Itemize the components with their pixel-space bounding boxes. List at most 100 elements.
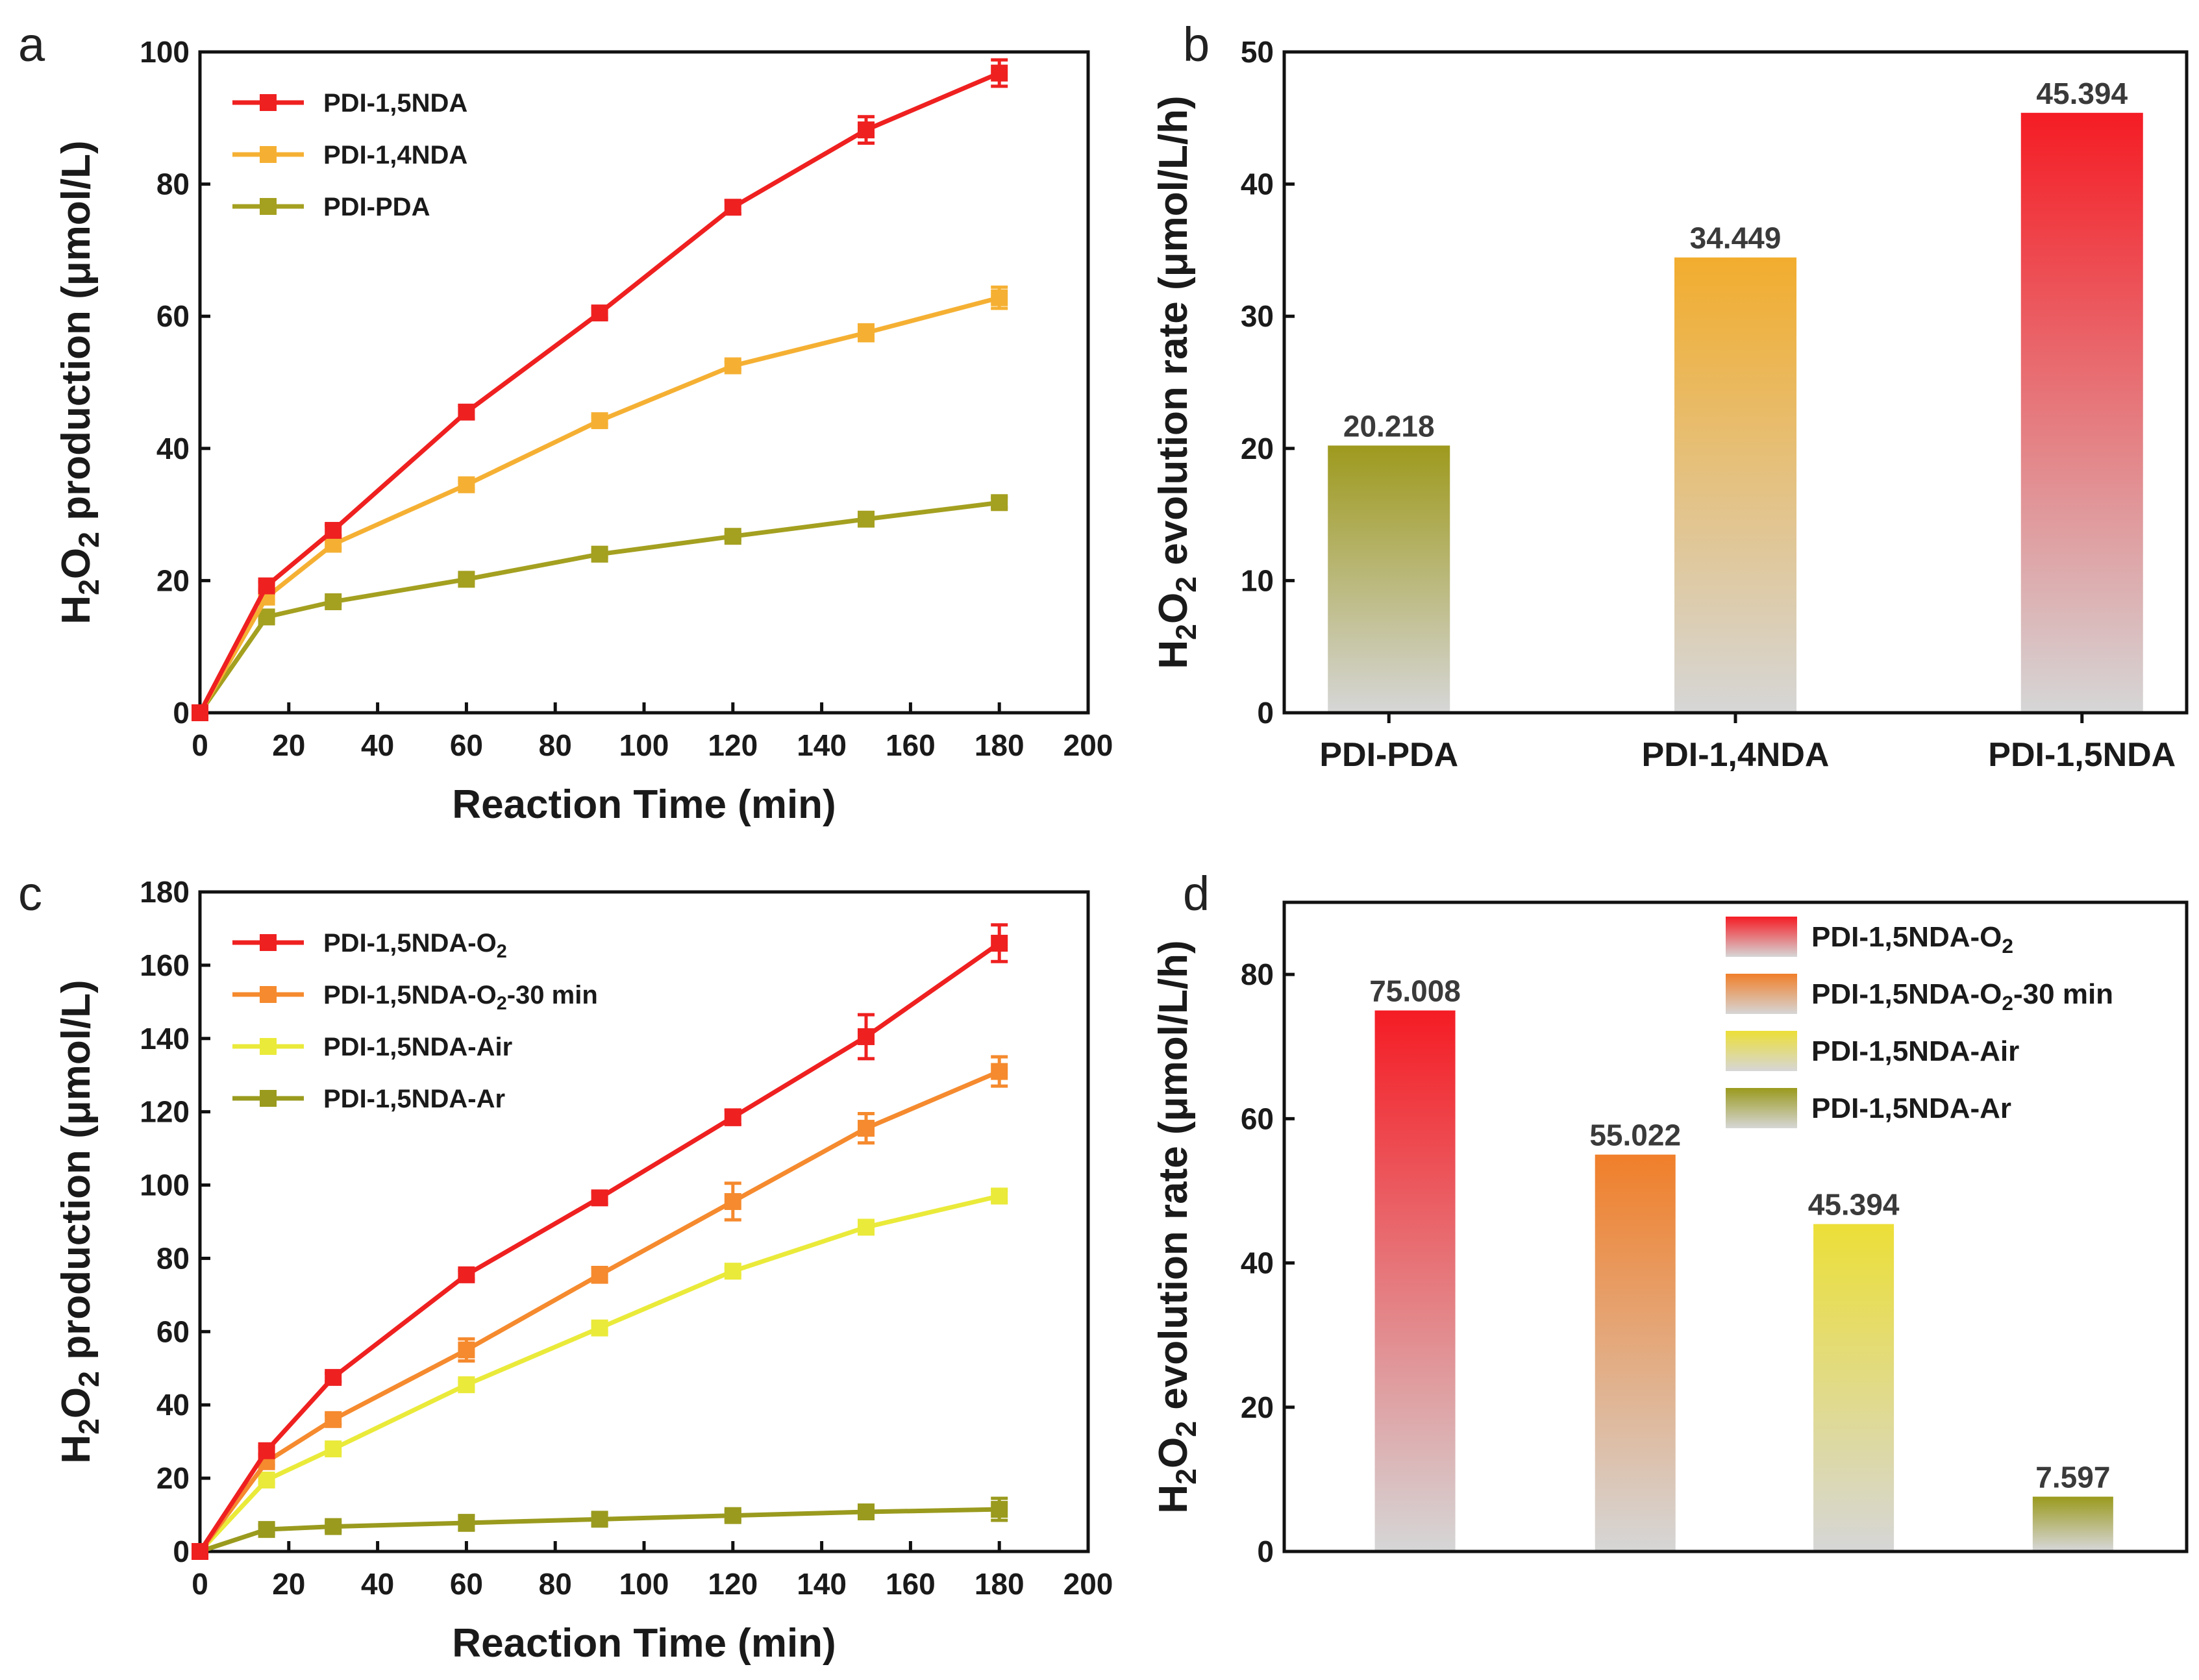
panel-d-legend-swatch: [1726, 917, 1797, 957]
panel-b-ytick-label: 50: [1241, 35, 1274, 69]
panel-c-data-point: [991, 1501, 1008, 1518]
panel-b-ytick-label: 20: [1241, 432, 1274, 465]
panel-d-chart: 0 20 40 60 80 H2O2 evolution rate (μmol/L/h) 7…: [1151, 900, 2189, 1568]
panel-c-ytick-label: 160: [140, 948, 190, 982]
panel-c-chart: 0 20 40 60 80 100 120 140 160 180 H2O2 production …: [54, 875, 1113, 1666]
panel-c-data-point: [591, 1189, 608, 1207]
panel-a-legend-marker: [260, 198, 277, 215]
panel-a-data-point: [458, 476, 475, 493]
panel-d-legend: PDI-1,5NDA-O2 PDI-1,5NDA-O2-30 min PDI-1,5…: [1726, 917, 2113, 1128]
panel-a-ytick-label: 80: [156, 167, 190, 201]
panel-d-ytick-label: 80: [1241, 957, 1274, 991]
panel-a-xtick-label: 20: [272, 728, 305, 762]
panel-a-xtick-label: 80: [539, 728, 572, 762]
panel-c-ytick-label: 40: [156, 1388, 190, 1422]
panel-b-category-label: PDI-PDA: [1319, 736, 1458, 774]
panel-c-data-point: [858, 1218, 875, 1236]
panel-a-data-point: [325, 593, 342, 610]
panel-c-ytick-label: 140: [140, 1022, 190, 1056]
panel-a-xtick-label: 0: [192, 728, 208, 762]
panel-c-ytick-label: 0: [173, 1535, 190, 1568]
panel-a-xtick-label: 180: [975, 728, 1025, 762]
panel-a-ytick-label: 100: [140, 35, 190, 69]
panel-d-axes-frame: [1282, 900, 2189, 1553]
panel-a-legend-label: PDI-1,5NDA: [323, 89, 467, 117]
panel-c-xlabel: Reaction Time (min): [452, 1621, 836, 1666]
panel-c-data-point: [991, 935, 1008, 952]
panel-c-data-point: [724, 1109, 741, 1126]
panel-b-ytick-label: 0: [1257, 696, 1274, 730]
panel-a-ytick-label: 60: [156, 299, 190, 333]
panel-c-data-point: [258, 1442, 275, 1459]
panel-b-category-label: PDI-1,4NDA: [1642, 736, 1830, 774]
panel-a-series-line: [197, 295, 1000, 714]
panel-c-data-point: [591, 1319, 608, 1337]
panel-c-xtick-label: 0: [192, 1567, 208, 1601]
panel-b-bar-value-label: 20.218: [1343, 409, 1435, 443]
panel-c-data-point: [991, 1187, 1008, 1205]
panel-c-series-line: [199, 1507, 1000, 1554]
panel-a-legend: PDI-1,5NDA PDI-1,4NDA PDI-PDA: [232, 89, 467, 221]
panel-b-chart: 0 10 20 30 40 50 H2O2 evolution rate (μmol/L/h…: [1151, 35, 2189, 774]
panel-c-legend: PDI-1,5NDA-O2 PDI-1,5NDA-O2-30 min PDI-1,5…: [232, 929, 598, 1113]
panel-c-data-point: [724, 1507, 741, 1524]
panel-a-xtick-label: 160: [886, 728, 936, 762]
panel-c-ytick-label: 60: [156, 1315, 190, 1348]
panel-c-ytick-label: 100: [140, 1168, 190, 1202]
panel-a-data-point: [858, 324, 875, 341]
panel-c-data-point: [858, 1028, 875, 1045]
panel-a-data-point: [591, 545, 608, 563]
panel-a-data-point: [991, 494, 1008, 512]
panel-a-data-point: [591, 412, 608, 430]
panel-c-ylabel: H2O2 production (μmol/L): [54, 980, 105, 1463]
panel-c-series-3: [192, 1496, 1008, 1560]
panel-a-series-1: [192, 285, 1008, 721]
panel-c-series-line: [198, 1194, 1000, 1553]
panel-c-data-point: [258, 1471, 275, 1489]
panel-letter-b: b: [1183, 18, 1210, 71]
panel-c-xtick-label: 100: [619, 1567, 669, 1601]
panel-c-legend-label: PDI-1,5NDA-O2: [323, 929, 507, 962]
panel-a-legend-marker: [260, 146, 277, 163]
panel-a-data-point: [724, 199, 741, 216]
panel-c-legend-label: PDI-1,5NDA-Ar: [323, 1085, 505, 1113]
panel-d-bar: [1813, 1224, 1895, 1550]
panel-a-data-point: [858, 510, 875, 528]
panel-d-legend-swatch: [1726, 1031, 1797, 1071]
panel-c-ytick-label: 80: [156, 1241, 190, 1275]
panel-a-xtick-label: 140: [797, 728, 847, 762]
panel-c-data-point: [458, 1341, 475, 1359]
panel-a-data-point: [991, 289, 1008, 306]
panel-d-ytick-label: 20: [1241, 1390, 1274, 1424]
panel-c-data-point: [458, 1266, 475, 1283]
panel-c-legend-marker: [260, 934, 277, 951]
panel-b-bar: [1328, 445, 1450, 711]
panel-a-legend-marker: [260, 94, 277, 111]
panel-d-bar-value-label: 7.597: [2035, 1461, 2110, 1494]
panel-a-ylabel: H2O2 production (μmol/L): [54, 140, 105, 624]
panel-c-series-0: [192, 923, 1008, 1560]
panel-c-ytick-label: 20: [156, 1461, 190, 1495]
panel-c-xtick-label: 200: [1063, 1567, 1113, 1601]
panel-d-legend-label: PDI-1,5NDA-Ar: [1811, 1093, 2011, 1124]
panel-b-bar: [1674, 257, 1796, 711]
panel-c-series-2: [192, 1187, 1008, 1560]
panel-c-ytick-label: 120: [140, 1095, 190, 1129]
panel-b-ylabel: H2O2 evolution rate (μmol/L/h): [1151, 95, 1202, 669]
panel-a-xlabel: Reaction Time (min): [452, 782, 836, 827]
panel-c-series-line: [198, 1069, 1000, 1553]
panel-c-data-point: [858, 1120, 875, 1137]
panel-d-legend-swatch: [1726, 1088, 1797, 1128]
panel-a-xtick-label: 40: [361, 728, 394, 762]
panel-c-data-point: [724, 1263, 741, 1280]
panel-d-ytick-label: 40: [1241, 1246, 1274, 1280]
panel-a-chart: 0 20 40 60 80 100 H2O2 production (μmol/L) 0 20 4…: [54, 35, 1113, 827]
panel-a-xtick-label: 200: [1063, 728, 1113, 762]
panel-a-data-point: [458, 403, 475, 421]
panel-letter-a: a: [18, 18, 45, 71]
panel-b-ytick-label: 40: [1241, 167, 1274, 201]
panel-c-data-point: [258, 1521, 275, 1538]
panel-d-ytick-label: 0: [1257, 1535, 1274, 1568]
panel-a-legend-label: PDI-PDA: [323, 193, 430, 221]
